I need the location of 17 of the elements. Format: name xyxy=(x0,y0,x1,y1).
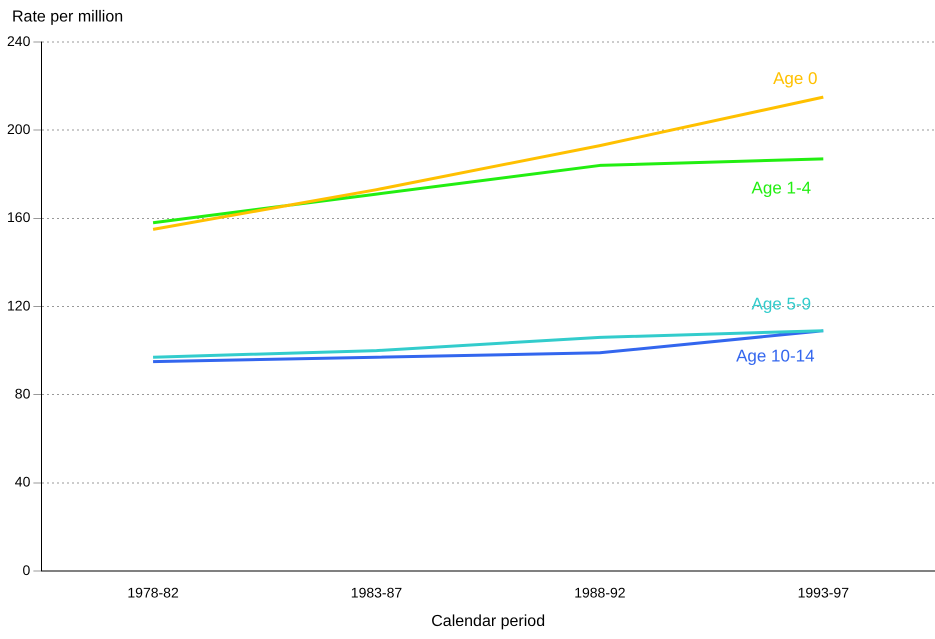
y-tick-label: 40 xyxy=(14,474,31,490)
series-label: Age 10-14 xyxy=(736,346,815,366)
y-tick-label: 80 xyxy=(14,386,31,402)
x-axis-title: Calendar period xyxy=(431,612,546,630)
series-label: Age 5-9 xyxy=(752,294,812,314)
x-tick-label: 1993-97 xyxy=(798,584,850,600)
y-tick-label: 200 xyxy=(7,121,31,138)
y-tick-label: 0 xyxy=(22,562,31,578)
x-tick-label: 1988-92 xyxy=(574,584,626,600)
y-tick-label: 120 xyxy=(7,297,31,314)
series-label: Age 0 xyxy=(773,68,818,88)
y-tick-label: 160 xyxy=(7,209,31,226)
y-axis-title: Rate per million xyxy=(12,8,124,26)
series-label: Age 1-4 xyxy=(752,178,812,198)
x-tick-label: 1978-82 xyxy=(127,584,179,600)
y-tick-label: 240 xyxy=(7,32,31,49)
x-tick-label: 1983-87 xyxy=(350,584,402,600)
